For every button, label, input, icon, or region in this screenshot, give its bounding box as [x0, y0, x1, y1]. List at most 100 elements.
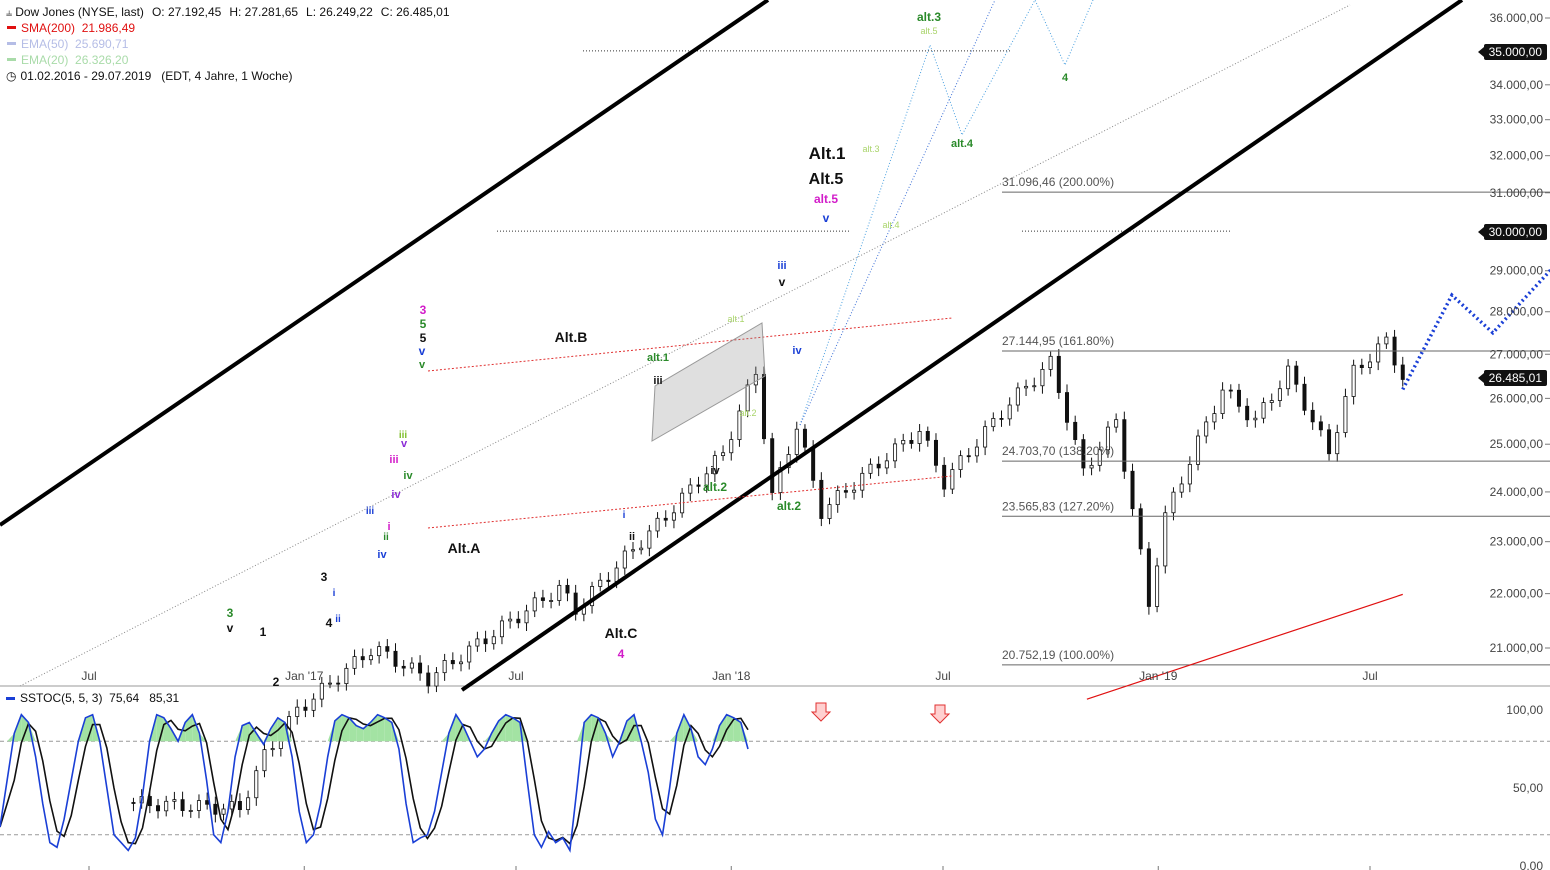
candle	[1122, 411, 1127, 479]
channel-upper-line	[0, 0, 770, 527]
candle	[1220, 382, 1225, 419]
fibonacci-label: 27.144,95 (161.80%)	[1002, 334, 1114, 348]
wave-label: v	[419, 359, 426, 371]
candle-body	[860, 472, 865, 491]
candle	[467, 641, 472, 670]
candle	[508, 611, 513, 629]
candle	[925, 426, 930, 447]
candle	[1261, 397, 1266, 424]
candle	[246, 790, 251, 815]
wave-label: iii	[399, 430, 408, 441]
candle	[327, 675, 332, 689]
candle	[991, 412, 996, 432]
candle	[1179, 476, 1184, 498]
x-tick-label: Jul	[508, 669, 523, 683]
candle-body	[598, 579, 603, 587]
candle-body	[336, 682, 341, 685]
stoch-overbought-fill	[363, 722, 371, 742]
y-tick-label: 27.000,00	[1490, 347, 1544, 361]
candle	[1318, 415, 1323, 437]
x-tick-label: Jan '18	[712, 669, 751, 683]
candle-body	[450, 660, 455, 665]
candle	[516, 611, 521, 629]
candle-body	[557, 584, 562, 601]
candle-body	[1302, 383, 1307, 411]
y-tick-label: 32.000,00	[1490, 149, 1544, 163]
candle	[974, 439, 979, 463]
candle-body	[262, 749, 267, 772]
candle	[753, 366, 758, 394]
candle-body	[770, 438, 775, 493]
y-tick-label: 29.000,00	[1490, 264, 1544, 278]
candle-body	[655, 517, 660, 532]
candle	[884, 453, 889, 475]
candle	[852, 482, 857, 500]
candle	[671, 505, 676, 529]
wave-label: alt.2	[777, 499, 801, 513]
chart-static-layer	[0, 17, 1550, 870]
wave-label: 4	[1062, 72, 1069, 84]
candle	[434, 667, 439, 693]
candle-body	[196, 800, 201, 811]
y-tick-label: 33.000,00	[1490, 113, 1544, 127]
red-channel-upper	[427, 317, 953, 372]
chart-overlay-layer	[0, 0, 1550, 700]
candle	[344, 663, 349, 691]
price-tag-last: 26.485,01	[1477, 370, 1547, 386]
legend-sma200[interactable]: SMA(200) 21.986,49	[6, 21, 135, 36]
candle	[450, 652, 455, 670]
candle-body	[213, 803, 218, 815]
x-tick-label: Jul	[935, 669, 950, 683]
candle	[549, 592, 554, 609]
candle	[1286, 359, 1291, 396]
candle-body	[1245, 405, 1250, 421]
instrument-name: Dow Jones (NYSE, last)	[15, 5, 144, 19]
shaded-wedge	[651, 322, 766, 442]
candle	[565, 578, 570, 602]
candle	[540, 589, 545, 608]
candle	[1236, 383, 1241, 413]
legend-ema20[interactable]: EMA(20) 26.326,20	[6, 53, 128, 68]
legend-ema50[interactable]: EMA(50) 25.690,71	[6, 37, 128, 52]
candle	[196, 794, 201, 819]
stochastic-panel	[0, 702, 1550, 853]
candle	[827, 497, 832, 525]
y-tick-label: 22.000,00	[1490, 587, 1544, 601]
candle	[270, 740, 275, 757]
stoch-overbought-fill	[598, 717, 606, 742]
candle	[262, 742, 267, 778]
candle-body	[1269, 400, 1274, 403]
candle-body	[827, 504, 832, 519]
stoch-overbought-fill	[277, 717, 285, 742]
candle-body	[614, 567, 619, 582]
stoch-overbought-fill	[334, 714, 342, 742]
candle	[401, 659, 406, 677]
candle-body	[352, 656, 357, 669]
wave-label: iv	[391, 489, 401, 501]
candle	[933, 433, 938, 473]
wave-label: iv	[710, 465, 720, 477]
candle	[1212, 405, 1217, 430]
stoch-k-line	[0, 712, 749, 853]
candle	[663, 510, 668, 527]
candle-body	[917, 431, 922, 444]
candle	[377, 641, 382, 664]
candle-body	[966, 455, 971, 458]
candle-body	[1212, 413, 1217, 423]
candle-body	[172, 799, 177, 802]
y-tick-label: 26.000,00	[1490, 391, 1544, 405]
stochastic-header[interactable]: SSTOC(5, 5, 3) 75,64 85,31	[6, 691, 179, 705]
candle-body	[401, 665, 406, 669]
candle	[1138, 503, 1143, 555]
candle-body	[1155, 565, 1160, 607]
candle-body	[319, 682, 324, 700]
candle-body	[1294, 365, 1299, 385]
candle	[221, 803, 226, 821]
candle-body	[1253, 417, 1258, 421]
candle	[385, 639, 390, 659]
y-tick-label: 28.000,00	[1490, 305, 1544, 319]
candle-body	[418, 662, 423, 674]
candle-body	[1015, 387, 1020, 406]
wave-label: iii	[777, 260, 786, 272]
candle	[1105, 421, 1110, 458]
